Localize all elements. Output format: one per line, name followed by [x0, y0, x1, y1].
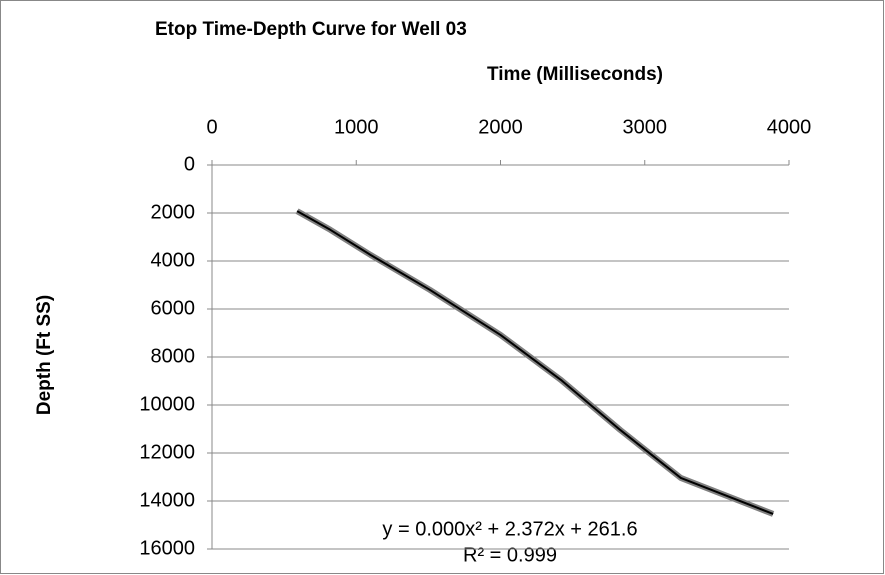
- x-tick-label: 4000: [767, 116, 812, 138]
- y-tick-label: 6000: [151, 297, 196, 319]
- y-tick-label: 14000: [139, 489, 195, 511]
- x-axis-title: Time (Milliseconds): [487, 64, 663, 85]
- x-tick-label: 1000: [334, 116, 379, 138]
- y-axis-title: Depth (Ft SS): [34, 295, 55, 415]
- y-tick-label: 10000: [139, 393, 195, 415]
- y-tick-label: 0: [184, 153, 195, 175]
- chart-title: Etop Time-Depth Curve for Well 03: [155, 19, 467, 40]
- y-tick-label: 2000: [151, 201, 196, 223]
- x-tick-label: 0: [206, 116, 217, 138]
- y-tick-label: 12000: [139, 441, 195, 463]
- x-tick-label: 3000: [623, 116, 668, 138]
- y-tick-label: 16000: [139, 537, 195, 559]
- y-tick-label: 8000: [151, 345, 196, 367]
- trendline-equation: y = 0.000x² + 2.372x + 261.6: [382, 518, 637, 540]
- trend-line: [296, 210, 774, 515]
- r-squared: R² = 0.999: [463, 544, 557, 566]
- y-tick-label: 4000: [151, 249, 196, 271]
- x-tick-label: 2000: [478, 116, 523, 138]
